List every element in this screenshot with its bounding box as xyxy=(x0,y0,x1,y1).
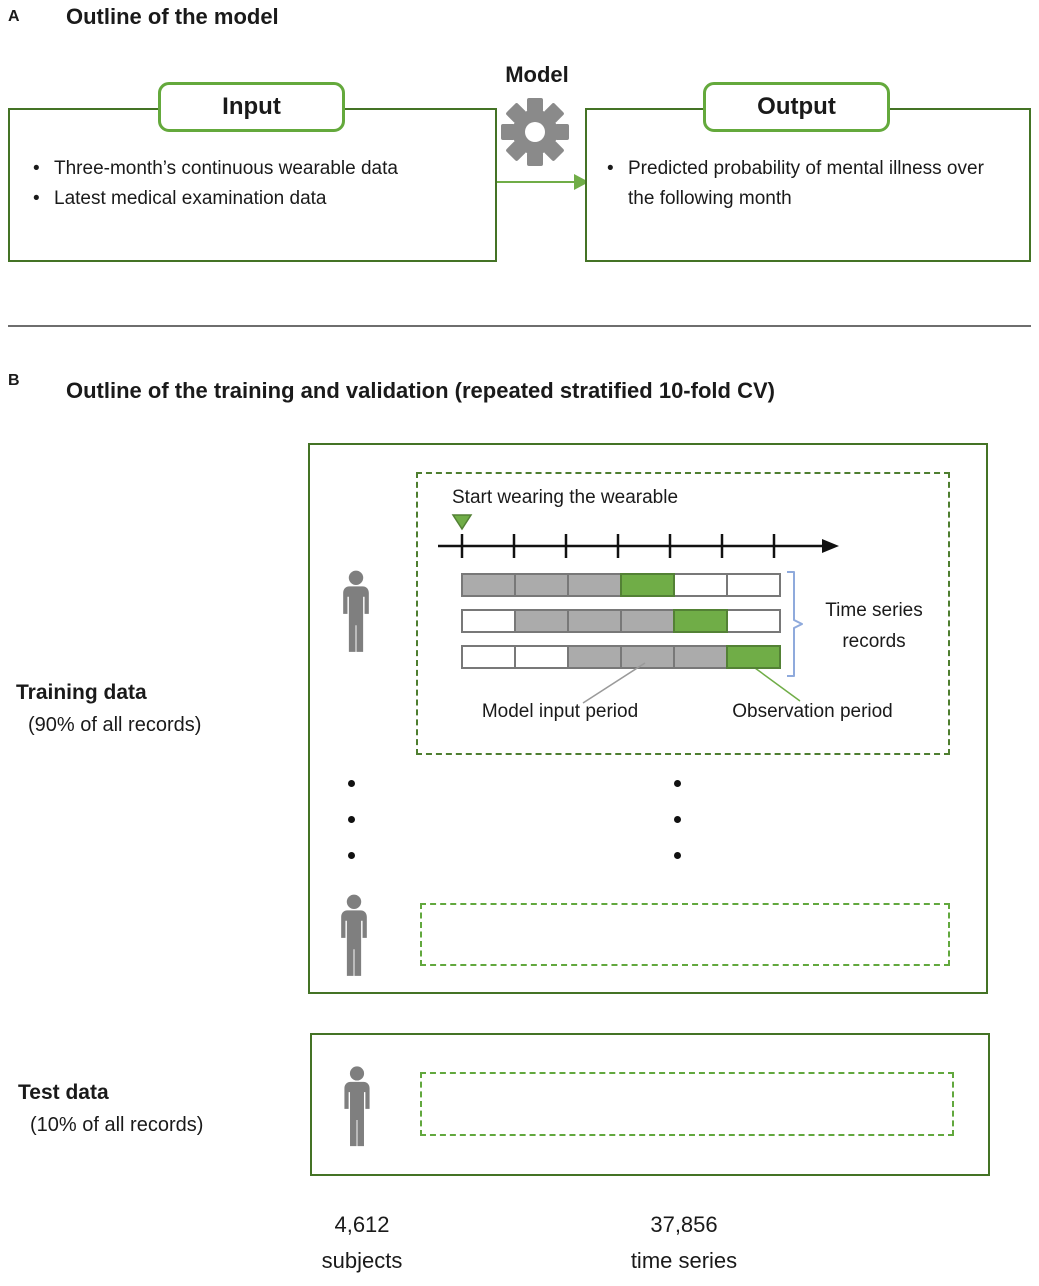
output-bullet: Predicted probability of mental illness … xyxy=(602,154,1008,214)
leader-lines xyxy=(582,662,801,704)
input-bullet: Three-month’s continuous wearable data xyxy=(28,154,478,184)
arrow-right-icon xyxy=(497,174,589,190)
input-bullet: Latest medical examination data xyxy=(28,184,478,214)
timeline-caption: Start wearing the wearable xyxy=(452,487,679,508)
output-tab-label: Output xyxy=(757,93,836,120)
observation-leader-line xyxy=(754,667,801,702)
timeseries-record-row xyxy=(461,609,781,633)
test-record-placeholder-box xyxy=(420,1072,954,1136)
input-bullet-list: Three-month’s continuous wearable data L… xyxy=(28,154,478,214)
training-data-subtitle: (90% of all records) xyxy=(28,714,202,736)
person-icon xyxy=(341,894,367,976)
timeseries-label: time series xyxy=(630,1248,738,1273)
ellipsis-dot xyxy=(348,816,355,823)
ellipsis-dot xyxy=(674,780,681,787)
test-data-subtitle: (10% of all records) xyxy=(30,1114,204,1136)
model-input-period-label: Model input period xyxy=(481,701,639,722)
triangle-down-marker xyxy=(451,514,473,531)
subjects-label: subjects xyxy=(321,1248,403,1273)
ellipsis-dots-right xyxy=(674,780,681,859)
input-tab: Input xyxy=(158,82,345,132)
output-tab: Output xyxy=(703,82,890,132)
ellipsis-dot xyxy=(674,852,681,859)
timeseries-cell-green xyxy=(620,573,675,597)
brace-icon xyxy=(787,571,803,677)
ellipsis-dot xyxy=(674,816,681,823)
timeseries-cell-white xyxy=(461,645,516,669)
timeseries-record-row xyxy=(461,573,781,597)
test-data-title: Test data xyxy=(18,1081,109,1104)
timeseries-count: 37,856 xyxy=(650,1212,718,1237)
timeseries-record-row xyxy=(461,645,781,669)
timeseries-cell-gray xyxy=(620,609,675,633)
output-bullet-list: Predicted probability of mental illness … xyxy=(602,154,1008,214)
timeseries-cell-white xyxy=(726,609,781,633)
timeseries-cell-gray xyxy=(514,573,569,597)
ellipsis-dot xyxy=(348,852,355,859)
panel-b-label: B xyxy=(8,372,20,389)
timeseries-cell-gray xyxy=(673,645,728,669)
model-input-leader-line xyxy=(582,662,646,704)
timeseries-cell-white xyxy=(726,573,781,597)
timeseries-records-label: Time series records xyxy=(825,600,923,652)
timeseries-cell-green xyxy=(673,609,728,633)
training-record-placeholder-box xyxy=(420,903,950,966)
person-icon xyxy=(343,570,369,652)
timeseries-cell-green xyxy=(726,645,781,669)
model-label: Model xyxy=(505,62,569,87)
person-icon xyxy=(344,1066,370,1147)
timeseries-rows xyxy=(461,573,781,681)
timeseries-cell-gray xyxy=(567,573,622,597)
panel-a-title: Outline of the model xyxy=(66,4,279,29)
timeline xyxy=(438,514,839,558)
observation-period-label: Observation period xyxy=(732,701,893,722)
panel-a-label: A xyxy=(8,8,20,25)
training-data-title: Training data xyxy=(16,681,147,704)
section-divider xyxy=(8,325,1031,327)
ellipsis-dots-left xyxy=(348,780,355,859)
timeseries-cell-gray xyxy=(514,609,569,633)
timeseries-cell-white xyxy=(461,609,516,633)
timeseries-cell-gray xyxy=(461,573,516,597)
timeseries-cell-white xyxy=(673,573,728,597)
input-tab-label: Input xyxy=(222,93,281,120)
timeseries-cell-gray xyxy=(567,609,622,633)
subjects-count: 4,612 xyxy=(334,1212,390,1237)
ellipsis-dot xyxy=(348,780,355,787)
panel-b-title: Outline of the training and validation (… xyxy=(66,378,775,403)
gear-icon xyxy=(501,98,569,166)
